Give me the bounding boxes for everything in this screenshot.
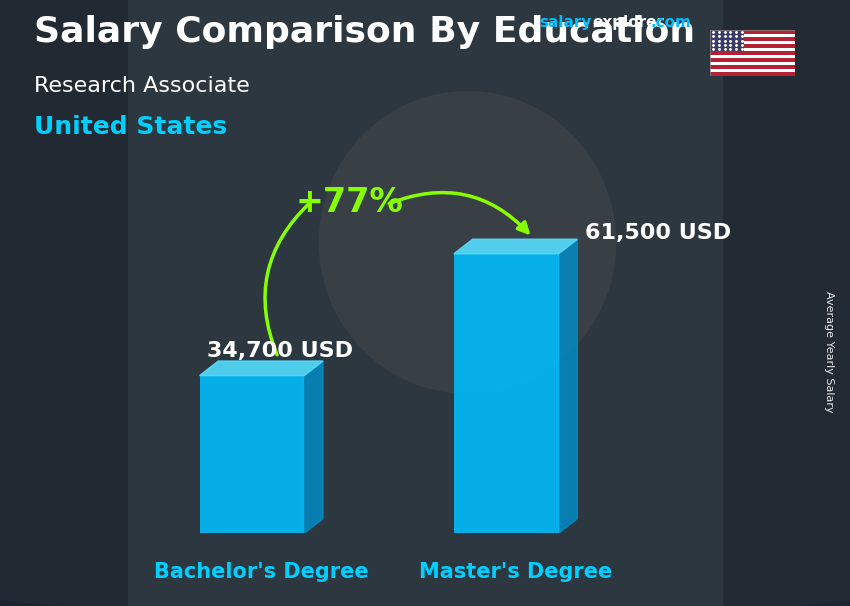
Bar bbox=[722, 0, 850, 606]
Bar bbox=[710, 38, 795, 41]
Polygon shape bbox=[200, 361, 323, 376]
Text: Bachelor's Degree: Bachelor's Degree bbox=[154, 562, 369, 582]
Text: 34,700 USD: 34,700 USD bbox=[207, 341, 353, 361]
Bar bbox=[454, 254, 558, 533]
Bar bbox=[710, 41, 795, 44]
Bar bbox=[710, 34, 795, 38]
Bar bbox=[710, 30, 795, 34]
Polygon shape bbox=[558, 239, 577, 533]
Bar bbox=[710, 58, 795, 62]
Text: 61,500 USD: 61,500 USD bbox=[585, 223, 731, 243]
Text: Research Associate: Research Associate bbox=[34, 76, 250, 96]
Bar bbox=[710, 62, 795, 65]
Text: salary: salary bbox=[540, 15, 592, 30]
Bar bbox=[710, 52, 795, 55]
Text: United States: United States bbox=[34, 115, 227, 139]
Text: Salary Comparison By Education: Salary Comparison By Education bbox=[34, 15, 695, 49]
Bar bbox=[710, 65, 795, 68]
Text: +77%: +77% bbox=[295, 187, 403, 219]
Bar bbox=[710, 68, 795, 72]
Bar bbox=[200, 376, 304, 533]
Bar bbox=[710, 30, 744, 52]
Ellipse shape bbox=[319, 91, 616, 394]
Bar bbox=[710, 72, 795, 76]
Text: Master's Degree: Master's Degree bbox=[419, 562, 612, 582]
Polygon shape bbox=[454, 239, 577, 254]
Text: Average Yearly Salary: Average Yearly Salary bbox=[824, 291, 834, 412]
Text: explorer: explorer bbox=[592, 15, 665, 30]
Bar bbox=[710, 44, 795, 48]
Text: .com: .com bbox=[650, 15, 691, 30]
Bar bbox=[0, 0, 128, 606]
Polygon shape bbox=[304, 361, 323, 533]
Bar bbox=[710, 48, 795, 52]
Bar bbox=[710, 55, 795, 58]
